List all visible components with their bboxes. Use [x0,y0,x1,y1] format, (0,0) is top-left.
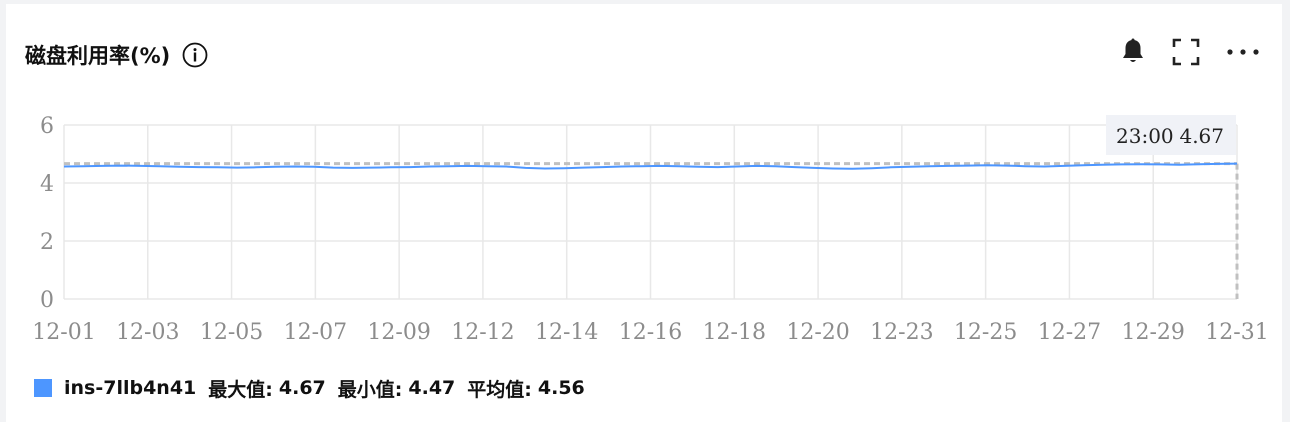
chart-panel: 磁盘利用率(%) [6,4,1282,422]
x-tick-label: 12-23 [870,320,933,345]
x-tick-label: 12-25 [954,320,1017,345]
legend-avg-value: 4.56 [537,377,585,399]
x-tick-label: 12-29 [1122,320,1185,345]
tooltip-box [1106,115,1236,155]
chart-legend: ins-7llb4n41 最大值: 4.67 最小值: 4.47 平均值: 4.… [34,376,585,401]
legend-min-label: 最小值: [337,378,403,401]
more-icon[interactable] [1226,47,1260,57]
legend-swatch[interactable] [34,379,52,397]
x-tick-label: 12-14 [535,320,598,345]
tooltip-time: 23:00 [1116,124,1174,148]
x-tick-label: 12-16 [619,320,682,345]
x-tick-label: 12-03 [116,320,179,345]
panel-title: 磁盘利用率(%) [25,40,208,70]
line-chart: 0 2 4 6 12-01 12-03 12-05 12-07 12-09 12-12 12-14 1… [32,114,1268,345]
bell-icon[interactable] [1120,38,1146,66]
x-tick-label: 12-07 [284,320,347,345]
x-tick-label: 12-31 [1205,320,1268,345]
legend-avg-label: 平均值: [467,378,532,401]
x-tick-label: 12-20 [786,320,849,345]
panel-toolbar [1120,36,1260,68]
x-tick-label: 12-12 [451,320,514,345]
panel-title-text: 磁盘利用率(%) [25,44,171,68]
tooltip: 23:00 4.67 [1106,115,1236,155]
x-tick-label: 12-05 [200,320,263,345]
y-tick-label: 0 [40,288,54,313]
y-tick-label: 4 [40,172,54,197]
x-tick-label: 12-01 [32,320,95,345]
info-icon[interactable] [182,42,208,68]
y-tick-label: 2 [40,230,54,255]
legend-series-name[interactable]: ins-7llb4n41 [64,377,197,399]
legend-max-value: 4.67 [278,377,326,399]
legend-max-label: 最大值: [208,378,273,401]
fullscreen-icon[interactable] [1172,38,1200,66]
series-line-ins-7llb4n41 [63,162,1238,170]
x-tick-label: 12-09 [367,320,430,345]
x-tick-label: 12-27 [1038,320,1101,345]
x-tick-label: 12-18 [703,320,766,345]
y-tick-label: 6 [40,114,54,139]
tooltip-value: 4.67 [1179,124,1224,148]
legend-min-value: 4.47 [408,377,456,399]
